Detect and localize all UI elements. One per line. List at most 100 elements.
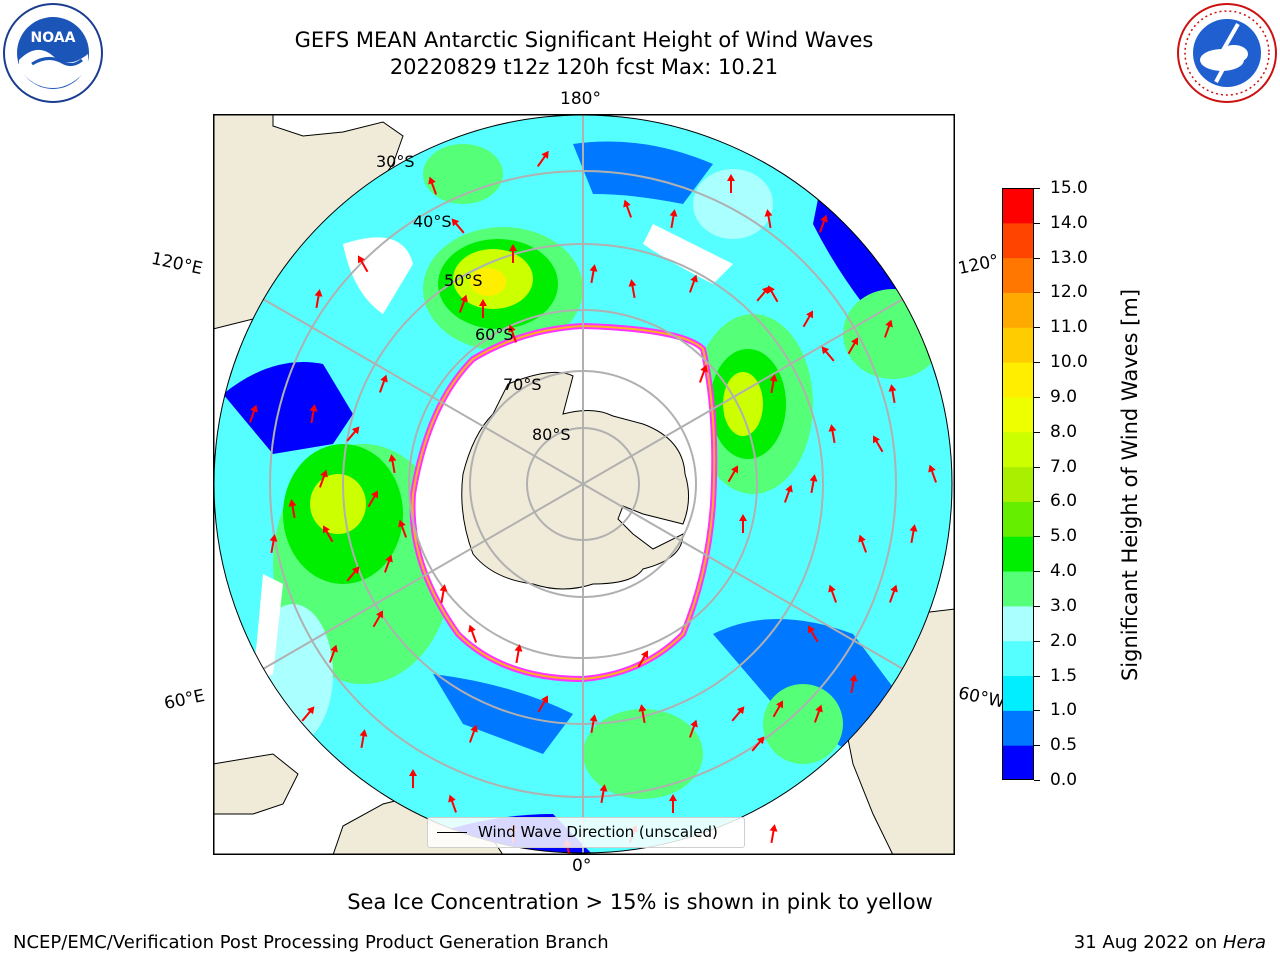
colorbar-tick-mark: [1034, 675, 1040, 677]
direction-arrow: [451, 218, 465, 234]
colorbar-segment: [1002, 571, 1034, 607]
direction-arrow: [359, 729, 368, 749]
direction-arrow: [428, 176, 438, 195]
colorbar-tick-mark: [1034, 780, 1040, 781]
svg-text:NOAA: NOAA: [31, 30, 76, 46]
legend: Wind Wave Direction (unscaled): [427, 817, 745, 848]
chart-subtitle: 20220829 t12z 120h fcst Max: 10.21: [389, 55, 779, 79]
direction-arrow: [509, 244, 517, 263]
lat-label-70s: 70°S: [503, 375, 542, 394]
colorbar-segment: [1002, 431, 1034, 468]
colorbar-tick-mark: [1034, 292, 1040, 294]
noaa-logo: NOAA: [3, 3, 103, 103]
colorbar-tick-mark: [1034, 640, 1040, 642]
direction-arrow: [769, 824, 778, 844]
direction-arrow: [769, 374, 778, 394]
direction-arrow: [813, 704, 823, 723]
legend-line-icon: [437, 832, 467, 833]
colorbar-segment: [1002, 362, 1034, 398]
lon-label-60e: 60°E: [162, 685, 207, 715]
sea-ice-note: Sea Ice Concentration > 15% is shown in …: [347, 890, 933, 914]
direction-arrow: [309, 404, 318, 424]
colorbar-tick-label: 4.0: [1050, 561, 1078, 582]
direction-arrow: [821, 346, 835, 362]
colorbar-tick-label: 14.0: [1050, 212, 1088, 233]
wind-wave-direction-arrows: [248, 150, 938, 855]
colorbar-tick-mark: [1034, 188, 1040, 189]
colorbar-tick-mark: [1034, 396, 1040, 398]
direction-arrow: [727, 174, 735, 193]
colorbar-tick-label: 15.0: [1050, 178, 1088, 198]
colorbar-tick-mark: [1034, 257, 1040, 259]
colorbar-segment: [1002, 745, 1034, 780]
direction-arrow: [323, 525, 334, 543]
colorbar-segment: [1002, 675, 1034, 711]
lat-label-30s: 30°S: [376, 152, 415, 171]
colorbar-tick-mark: [1034, 466, 1040, 468]
direction-arrow: [818, 214, 828, 233]
colorbar-segment: [1002, 327, 1034, 363]
lat-label-80s: 80°S: [532, 425, 571, 444]
colorbar-segment: [1002, 466, 1034, 502]
direction-arrow: [928, 464, 938, 483]
direction-arrow: [909, 524, 918, 544]
lon-label-0: 0°: [572, 856, 592, 876]
direction-arrow: [688, 274, 698, 293]
direction-arrow: [727, 465, 738, 483]
direction-arrow: [888, 584, 898, 603]
colorbar-tick-label: 9.0: [1050, 386, 1078, 407]
direction-arrow: [873, 435, 884, 453]
direction-arrow: [828, 584, 838, 603]
direction-arrow: [301, 706, 315, 722]
direction-arrow: [783, 484, 793, 503]
direction-arrow: [458, 294, 468, 313]
colorbar-tick-mark: [1034, 745, 1040, 747]
direction-arrow: [372, 610, 383, 628]
direction-arrow: [638, 704, 647, 724]
direction-arrow: [358, 255, 369, 273]
direction-arrow: [623, 199, 633, 218]
colorbar-tick-label: 6.0: [1050, 491, 1078, 512]
direction-arrow: [751, 736, 765, 752]
direction-arrow: [768, 285, 779, 303]
direction-arrow: [888, 384, 897, 404]
direction-arrow: [367, 490, 378, 508]
direction-arrow: [847, 337, 858, 355]
colorbar-tick-label: 10.0: [1050, 352, 1088, 373]
direction-arrow: [346, 426, 360, 442]
colorbar: [1002, 188, 1034, 780]
colorbar-tick-mark: [1034, 362, 1040, 364]
direction-arrow: [589, 714, 598, 734]
direction-arrow: [589, 264, 598, 284]
footer-left: NCEP/EMC/Verification Post Processing Pr…: [13, 932, 609, 953]
colorbar-tick-label: 11.0: [1050, 317, 1088, 338]
colorbar-tick-mark: [1034, 571, 1040, 573]
colorbar-tick-mark: [1034, 501, 1040, 503]
direction-arrow: [479, 299, 487, 318]
colorbar-tick-label: 0.5: [1050, 735, 1078, 756]
chart-title: GEFS MEAN Antarctic Significant Height o…: [294, 28, 874, 52]
lon-label-60w: 60°W: [956, 683, 1007, 713]
colorbar-segment: [1002, 396, 1034, 433]
nws-logo: [1177, 3, 1277, 103]
direction-arrow: [809, 474, 818, 494]
lon-label-120e: 120°E: [149, 248, 205, 280]
colorbar-tick-label: 0.0: [1050, 770, 1078, 790]
direction-arrow: [328, 644, 338, 663]
direction-arrow: [772, 700, 783, 718]
lat-label-60s: 60°S: [475, 325, 514, 344]
colorbar-tick-label: 3.0: [1050, 595, 1078, 616]
direction-arrow: [269, 534, 278, 554]
direction-arrow: [448, 794, 458, 813]
colorbar-tick-label: 1.5: [1050, 665, 1078, 686]
direction-arrow: [314, 289, 323, 309]
colorbar-segment: [1002, 536, 1034, 572]
direction-arrow: [739, 514, 747, 533]
colorbar-segment: [1002, 292, 1034, 328]
colorbar-tick-label: 2.0: [1050, 630, 1078, 651]
colorbar-tick-mark: [1034, 222, 1040, 224]
colorbar-segment: [1002, 188, 1034, 224]
direction-arrow: [731, 706, 745, 722]
lon-label-180: 180°: [560, 89, 601, 109]
colorbar-segment: [1002, 501, 1034, 537]
